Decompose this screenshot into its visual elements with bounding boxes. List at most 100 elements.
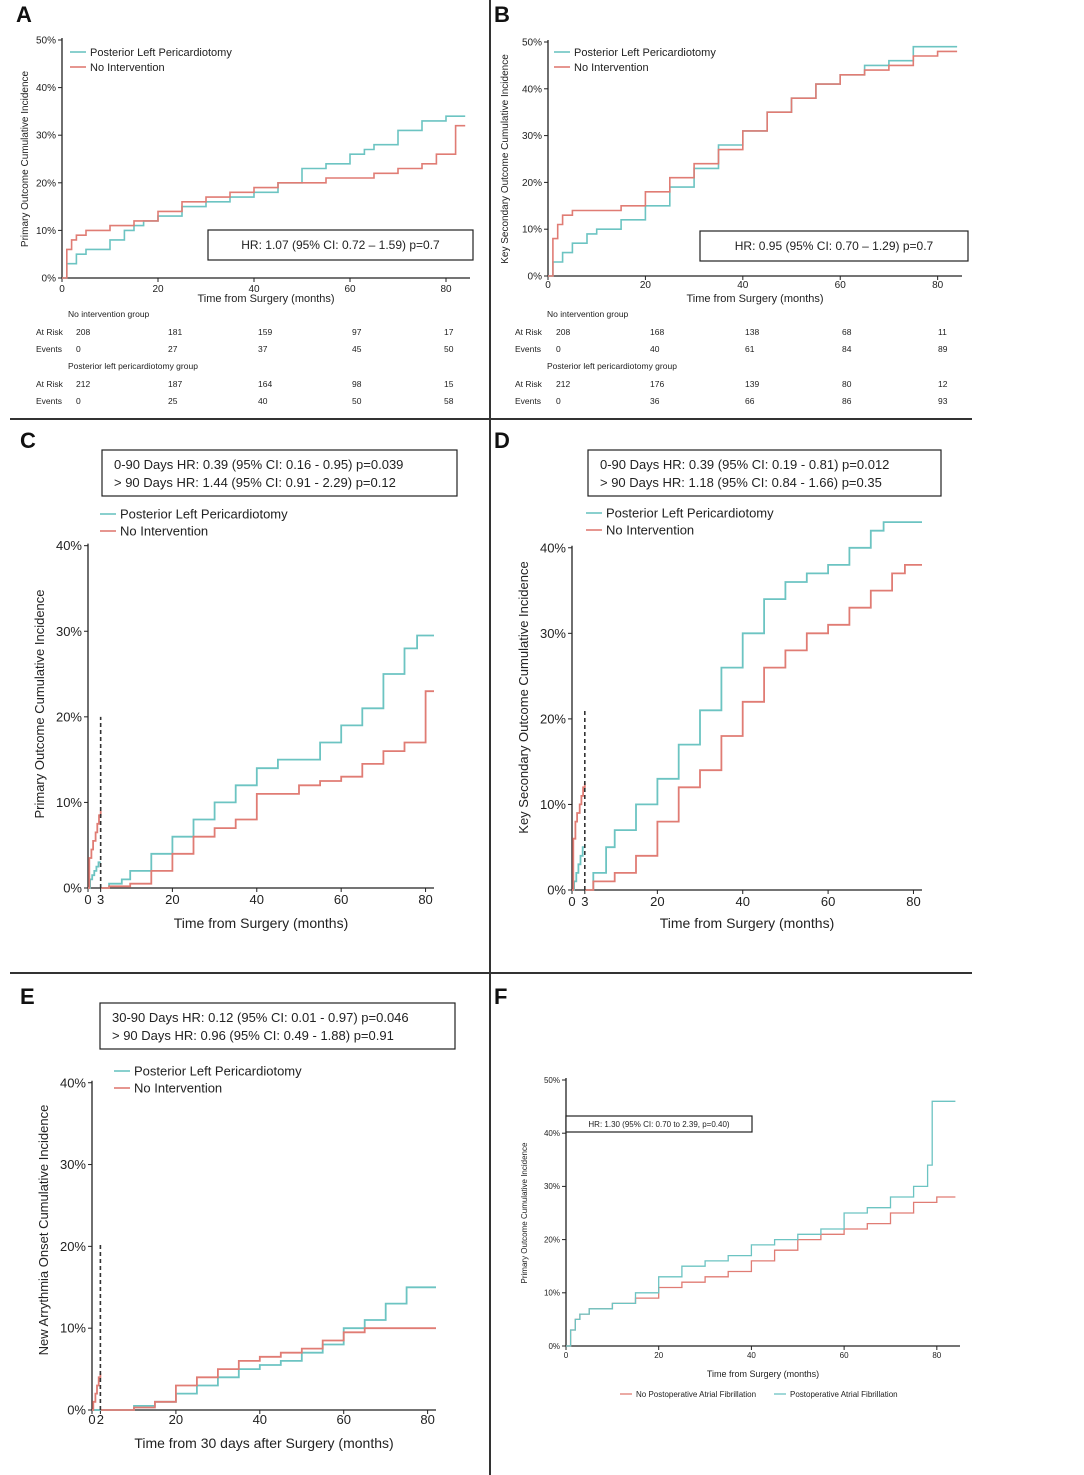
panel-a-x-tick-label: 60 — [344, 284, 356, 295]
panel-d-legend-label: Posterior Left Pericardiotomy — [606, 506, 774, 521]
panel-f-legend-label: Postoperative Atrial Fibrillation — [790, 1390, 898, 1399]
panel-b-series-teal-line — [548, 45, 958, 277]
panel-b-y-tick-label: 20% — [522, 178, 542, 189]
panel-e-series-teal-line — [92, 1286, 436, 1411]
risk-row-label-events: Events — [36, 344, 62, 354]
panel-f-hr-box — [565, 1115, 753, 1133]
panel-f-y-tick-label: 40% — [544, 1129, 560, 1138]
risk-group2-title: Posterior left pericardiotomy group — [68, 361, 198, 371]
panel-f-y-tick-label: 10% — [544, 1289, 560, 1298]
risk-g2-atrisk-cell: 15 — [444, 379, 454, 389]
panel-f-x-tick-label: 80 — [932, 1351, 941, 1360]
panel-b-hr-text: HR: 0.95 (95% CI: 0.70 – 1.29) p=0.7 — [735, 239, 934, 253]
panel-b-hr-box — [699, 230, 969, 262]
panel-a-y-tick-label: 10% — [36, 226, 56, 237]
panel-f-x-tick-label: 60 — [840, 1351, 849, 1360]
risk-row-label-atrisk: At Risk — [515, 379, 542, 389]
panel-e-y-tick-label: 30% — [60, 1157, 86, 1172]
panel-f-series-teal-line — [566, 1100, 956, 1347]
panel-f-y-tick-label: 30% — [544, 1182, 560, 1191]
panel-b-y-tick-label: 50% — [522, 38, 542, 49]
panel-a-x-axis-label: Time from Surgery (months) — [197, 293, 334, 305]
divider-top — [10, 418, 972, 420]
panel-e-hr-line2: > 90 Days HR: 0.96 (95% CI: 0.49 - 1.88)… — [112, 1028, 394, 1043]
panel-b-y-tick-label: 40% — [522, 84, 542, 95]
risk-g1-events-cell: 84 — [842, 344, 852, 354]
risk-g1-atrisk-cell: 138 — [745, 327, 760, 337]
panel-d-hr-box — [587, 449, 942, 497]
panel-a-y-tick-label: 30% — [36, 131, 56, 142]
risk-g1-atrisk-cell: 208 — [556, 327, 571, 337]
panel-f-y-tick-label: 50% — [544, 1076, 560, 1085]
panel-e-y-tick-label: 20% — [60, 1239, 86, 1254]
panel-e-legend-label: Posterior Left Pericardiotomy — [134, 1064, 302, 1079]
panel-c-x-tick-label: 20 — [165, 892, 179, 907]
panel-a-hr-box — [207, 229, 474, 261]
risk-g2-atrisk-cell: 12 — [938, 379, 948, 389]
risk-g2-events-cell: 25 — [168, 396, 178, 406]
panel-c-series-teal-line — [88, 634, 434, 889]
risk-g1-atrisk-cell: 208 — [76, 327, 91, 337]
risk-g2-atrisk-cell: 212 — [76, 379, 91, 389]
panel-b-x-tick-label: 0 — [545, 280, 551, 291]
risk-group2-title: Posterior left pericardiotomy group — [547, 361, 677, 371]
risk-g1-events-cell: 0 — [556, 344, 561, 354]
divider-vertical — [489, 0, 491, 1475]
panel-a-y-axis-label: Primary Outcome Cumulative Incidence — [20, 70, 31, 247]
panel-a-label: A — [16, 2, 32, 27]
panel-c-series-red-line — [88, 690, 434, 889]
risk-g1-atrisk-cell: 11 — [938, 327, 947, 337]
panel-a-legend-label: No Intervention — [90, 62, 165, 74]
panel-f-x-tick-label: 20 — [654, 1351, 663, 1360]
risk-g1-events-cell: 0 — [76, 344, 81, 354]
panel-e-y-axis-label: New Arrythmia Onset Cumulative Incidence — [36, 1105, 51, 1356]
panel-e-x-axis-label: Time from 30 days after Surgery (months) — [134, 1435, 393, 1451]
risk-g2-events-cell: 66 — [745, 396, 755, 406]
panel-d-x-tick-label: 60 — [821, 894, 835, 909]
panel-d-y-tick-label: 0% — [547, 883, 566, 898]
risk-g2-events-cell: 0 — [76, 396, 81, 406]
panel-c-hr-line1: 0-90 Days HR: 0.39 (95% CI: 0.16 - 0.95)… — [114, 457, 403, 472]
panel-c-y-tick-label: 20% — [56, 709, 82, 724]
panel-d-label: D — [494, 428, 510, 453]
panel-d-y-tick-label: 20% — [540, 711, 566, 726]
panel-f-hr-text: HR: 1.30 (95% CI: 0.70 to 2.39, p=0.40) — [588, 1120, 730, 1129]
risk-row-label-atrisk: At Risk — [36, 327, 63, 337]
risk-g1-atrisk-cell: 168 — [650, 327, 665, 337]
panel-c-x-tick-label: 60 — [334, 892, 348, 907]
panel-d-series-red-line — [572, 564, 922, 891]
panel-b-y-tick-label: 0% — [528, 272, 543, 283]
panel-b-x-tick-label: 80 — [932, 280, 944, 291]
panel-e-y-tick-label: 10% — [60, 1321, 86, 1336]
panel-a-x-tick-label: 20 — [152, 284, 164, 295]
panel-e-legend-label: No Intervention — [134, 1081, 222, 1096]
risk-g2-events-cell: 50 — [352, 396, 362, 406]
panel-e-hr-box — [99, 1002, 456, 1050]
risk-g2-events-cell: 36 — [650, 396, 660, 406]
risk-g1-atrisk-cell: 68 — [842, 327, 852, 337]
panel-c-y-tick-label: 0% — [63, 881, 82, 896]
panel-e-x-tick-label: 20 — [169, 1412, 183, 1427]
panel-b-label: B — [494, 2, 510, 27]
panel-e-series-red-line — [92, 1327, 436, 1411]
risk-group1-title: No intervention group — [68, 309, 150, 319]
risk-g1-events-cell: 37 — [258, 344, 268, 354]
risk-g1-events-cell: 89 — [938, 344, 948, 354]
risk-row-label-events: Events — [36, 396, 62, 406]
panel-c-hr-line2: > 90 Days HR: 1.44 (95% CI: 0.91 - 2.29)… — [114, 475, 396, 490]
panel-b-legend-label: Posterior Left Pericardiotomy — [574, 47, 716, 59]
panel-e-x-tick-label: 0 — [88, 1412, 95, 1427]
panel-f-label: F — [494, 984, 508, 1009]
panel-a-x-tick-label: 80 — [440, 284, 452, 295]
risk-row-label-events: Events — [515, 396, 541, 406]
risk-g1-atrisk-cell: 97 — [352, 327, 362, 337]
panel-c-y-axis-label: Primary Outcome Cumulative Incidence — [32, 589, 47, 818]
panel-b-legend-label: No Intervention — [574, 62, 649, 74]
panel-e-x-tick-label: 2 — [97, 1412, 104, 1427]
panel-d-y-tick-label: 30% — [540, 626, 566, 641]
panel-c-y-tick-label: 30% — [56, 624, 82, 639]
panel-b-y-tick-label: 30% — [522, 131, 542, 142]
panel-b-y-tick-label: 10% — [522, 225, 542, 236]
panel-a-y-tick-label: 0% — [42, 274, 57, 285]
panel-b-x-tick-label: 40 — [737, 280, 749, 291]
